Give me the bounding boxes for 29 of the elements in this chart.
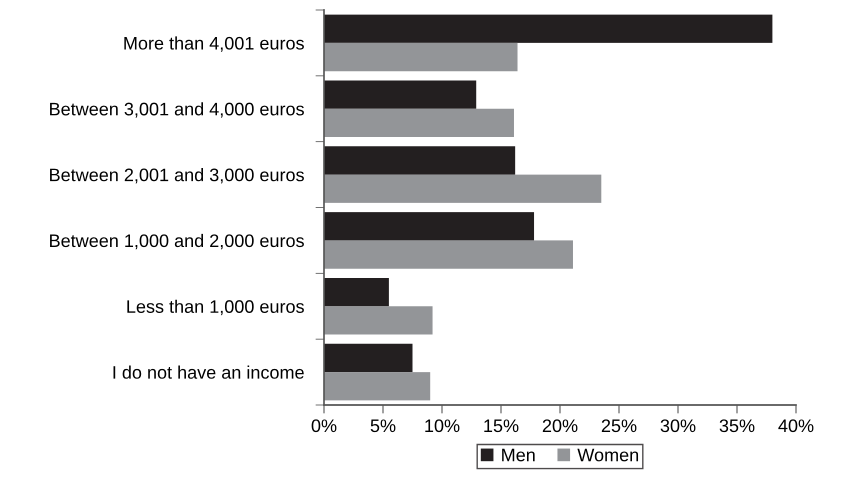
x-tick-label: 25% [602, 419, 636, 432]
y-tick-label: More than 4,001 euros [124, 36, 304, 52]
bar [324, 108, 514, 138]
bar [324, 212, 534, 240]
bar [324, 344, 412, 372]
x-tick-label: 40% [778, 419, 814, 432]
bar [324, 240, 573, 269]
legend-label: Women [577, 448, 638, 462]
x-tick-label: 5% [370, 419, 396, 432]
x-tick-label: 20% [542, 419, 578, 432]
x-tick-label: 10% [425, 419, 460, 432]
bar [324, 14, 772, 43]
bar [324, 42, 518, 72]
bar [324, 306, 433, 335]
bar [324, 372, 430, 400]
y-tick-label: Between 3,001 and 4,000 euros [50, 102, 304, 118]
y-tick-label: Less than 1,000 euros [127, 300, 304, 316]
x-tick-label: 0% [312, 419, 336, 432]
bar [324, 278, 389, 306]
y-tick-label: I do not have an income [114, 366, 304, 379]
x-tick-label: 30% [660, 419, 696, 432]
y-tick-label: Between 2,001 and 3,000 euros [50, 168, 304, 184]
bar [324, 80, 476, 109]
y-tick-label: Between 1,000 and 2,000 euros [50, 234, 304, 250]
x-tick-label: 15% [484, 419, 518, 432]
x-tick-label: 35% [720, 419, 754, 432]
bar [324, 146, 516, 175]
bar [324, 174, 602, 203]
legend-label: Men [502, 448, 535, 462]
